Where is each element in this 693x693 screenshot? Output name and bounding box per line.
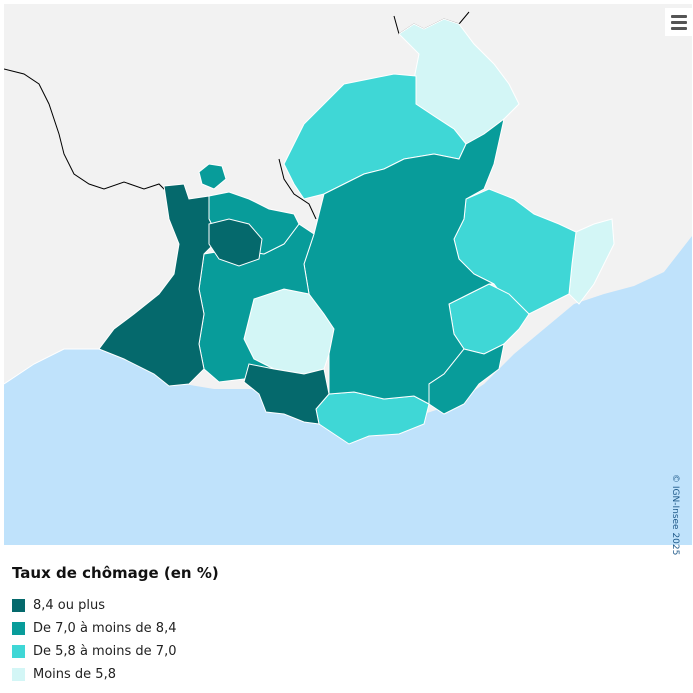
hamburger-menu-icon[interactable] <box>665 8 693 36</box>
copyright-label: © IGN-Insee 2025 <box>670 474 680 556</box>
legend-label: De 7,0 à moins de 8,4 <box>33 621 177 636</box>
legend-swatch <box>12 645 25 658</box>
country-border-west <box>4 68 170 195</box>
menu-bar-3 <box>671 26 687 30</box>
zone-small-north-medium[interactable] <box>198 163 227 190</box>
sea <box>4 236 692 545</box>
coastline-west <box>4 348 99 385</box>
zone-south-dark[interactable] <box>243 363 330 425</box>
map-svg <box>4 4 692 545</box>
zone-west-dark[interactable] <box>98 183 220 387</box>
legend-swatch <box>12 599 25 612</box>
country-border-north <box>278 158 317 220</box>
legend-item[interactable]: De 7,0 à moins de 8,4 <box>12 617 219 640</box>
menu-bar-2 <box>671 20 687 24</box>
legend-item[interactable]: Moins de 5,8 <box>12 663 219 686</box>
menu-bar-1 <box>671 14 687 18</box>
legend-title: Taux de chômage (en %) <box>12 564 219 582</box>
zone-coast-east-medium[interactable] <box>428 343 505 415</box>
legend-swatch <box>12 622 25 635</box>
legend-swatch <box>12 668 25 681</box>
zone-central-medium[interactable] <box>303 117 505 405</box>
zone-dark-block[interactable] <box>208 218 263 267</box>
legend-item[interactable]: De 5,8 à moins de 7,0 <box>12 640 219 663</box>
map-area[interactable] <box>4 4 692 545</box>
legend-label: De 5,8 à moins de 7,0 <box>33 644 177 659</box>
legend-label: 8,4 ou plus <box>33 598 106 613</box>
legend-item[interactable]: 8,4 ou plus <box>12 594 219 617</box>
legend-label: Moins de 5,8 <box>33 667 116 682</box>
legend: Taux de chômage (en %) 8,4 ou plus De 7,… <box>12 564 219 686</box>
